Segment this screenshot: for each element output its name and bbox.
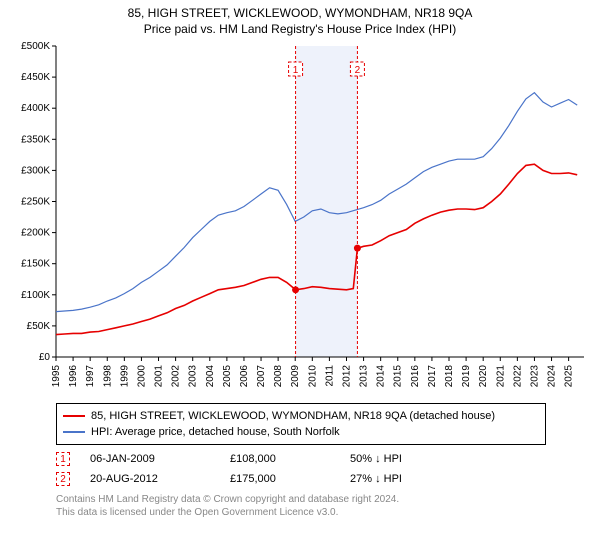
svg-text:1997: 1997 bbox=[85, 365, 96, 388]
sale-row: 2 20-AUG-2012£175,00027% ↓ HPI bbox=[56, 469, 546, 489]
svg-text:£200K: £200K bbox=[21, 228, 50, 239]
svg-text:2021: 2021 bbox=[495, 365, 506, 388]
svg-text:£150K: £150K bbox=[21, 259, 50, 270]
svg-text:£450K: £450K bbox=[21, 72, 50, 83]
svg-text:2023: 2023 bbox=[529, 365, 540, 388]
svg-text:2004: 2004 bbox=[205, 365, 216, 388]
svg-text:£400K: £400K bbox=[21, 103, 50, 114]
svg-text:2: 2 bbox=[355, 65, 361, 76]
price-chart: £0 £50K £100K £150K £200K £250K £300K £350K £400… bbox=[8, 42, 592, 397]
svg-text:2025: 2025 bbox=[564, 365, 575, 388]
legend-label: 85, HIGH STREET, WICKLEWOOD, WYMONDHAM, … bbox=[91, 408, 495, 424]
sale-marker: 1 bbox=[56, 452, 70, 466]
svg-text:1: 1 bbox=[293, 65, 299, 76]
svg-text:2013: 2013 bbox=[359, 365, 370, 388]
svg-text:2017: 2017 bbox=[427, 365, 438, 388]
svg-text:1998: 1998 bbox=[102, 365, 113, 388]
svg-text:1999: 1999 bbox=[119, 365, 130, 388]
chart-title: 85, HIGH STREET, WICKLEWOOD, WYMONDHAM, … bbox=[8, 6, 592, 20]
svg-text:£100K: £100K bbox=[21, 290, 50, 301]
svg-text:2014: 2014 bbox=[376, 365, 387, 388]
svg-text:2018: 2018 bbox=[444, 365, 455, 388]
legend: 85, HIGH STREET, WICKLEWOOD, WYMONDHAM, … bbox=[56, 403, 546, 445]
svg-text:2022: 2022 bbox=[512, 365, 523, 388]
sale-diff: 50% ↓ HPI bbox=[350, 453, 490, 465]
svg-text:2010: 2010 bbox=[307, 365, 318, 388]
svg-text:2003: 2003 bbox=[188, 365, 199, 388]
legend-swatch bbox=[63, 415, 85, 417]
sale-row: 1 06-JAN-2009£108,00050% ↓ HPI bbox=[56, 449, 546, 469]
legend-row: HPI: Average price, detached house, Sout… bbox=[63, 424, 539, 440]
sale-price: £108,000 bbox=[230, 453, 350, 465]
svg-text:2011: 2011 bbox=[324, 365, 335, 387]
sales-table: 1 06-JAN-2009£108,00050% ↓ HPI 2 20-AUG-201… bbox=[56, 449, 546, 489]
svg-text:2012: 2012 bbox=[341, 365, 352, 388]
attribution-line-2: This data is licensed under the Open Gov… bbox=[56, 506, 592, 519]
svg-text:1995: 1995 bbox=[51, 365, 62, 388]
svg-text:£300K: £300K bbox=[21, 165, 50, 176]
chart-subtitle: Price paid vs. HM Land Registry's House … bbox=[8, 22, 592, 36]
attribution-line-1: Contains HM Land Registry data © Crown c… bbox=[56, 493, 592, 506]
svg-text:2006: 2006 bbox=[239, 365, 250, 388]
sale-diff: 27% ↓ HPI bbox=[350, 473, 490, 485]
svg-text:2007: 2007 bbox=[256, 365, 267, 388]
sale-price: £175,000 bbox=[230, 473, 350, 485]
svg-text:£350K: £350K bbox=[21, 134, 50, 145]
svg-text:£0: £0 bbox=[39, 352, 51, 363]
sale-date: 06-JAN-2009 bbox=[90, 453, 230, 465]
svg-text:2002: 2002 bbox=[171, 365, 182, 388]
chart-svg: £0 £50K £100K £150K £200K £250K £300K £350K £400… bbox=[8, 42, 592, 397]
svg-text:£250K: £250K bbox=[21, 197, 50, 208]
svg-text:2005: 2005 bbox=[222, 365, 233, 388]
svg-text:2024: 2024 bbox=[547, 365, 558, 388]
svg-text:2015: 2015 bbox=[393, 365, 404, 388]
sale-marker: 2 bbox=[56, 472, 70, 486]
svg-text:2009: 2009 bbox=[290, 365, 301, 388]
legend-swatch bbox=[63, 431, 85, 433]
svg-text:2001: 2001 bbox=[154, 365, 165, 388]
sale-date: 20-AUG-2012 bbox=[90, 473, 230, 485]
legend-row: 85, HIGH STREET, WICKLEWOOD, WYMONDHAM, … bbox=[63, 408, 539, 424]
svg-text:£500K: £500K bbox=[21, 42, 50, 52]
legend-label: HPI: Average price, detached house, Sout… bbox=[91, 424, 340, 440]
svg-text:2008: 2008 bbox=[273, 365, 284, 388]
svg-text:2016: 2016 bbox=[410, 365, 421, 388]
svg-text:2020: 2020 bbox=[478, 365, 489, 388]
svg-text:2019: 2019 bbox=[461, 365, 472, 388]
svg-text:2000: 2000 bbox=[136, 365, 147, 388]
svg-text:1996: 1996 bbox=[68, 365, 79, 388]
attribution: Contains HM Land Registry data © Crown c… bbox=[56, 493, 592, 519]
svg-text:£50K: £50K bbox=[27, 321, 51, 332]
